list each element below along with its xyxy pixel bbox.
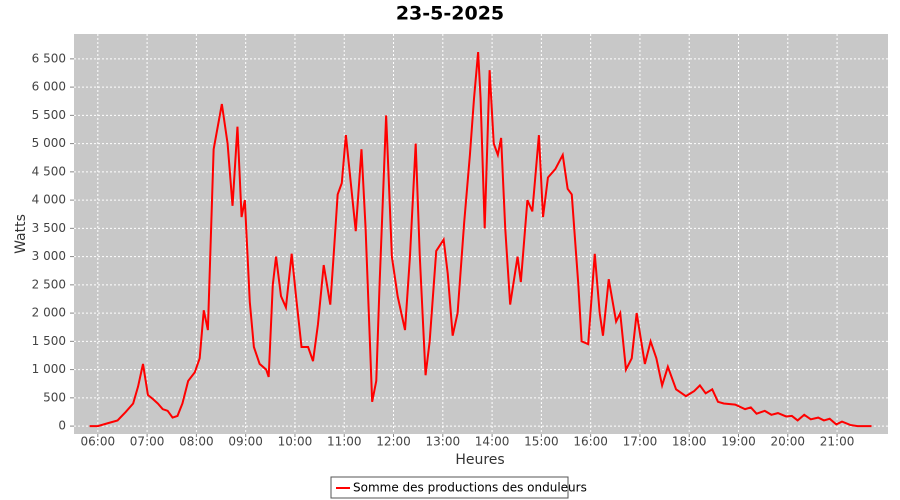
y-tick-label: 6 000 [32,80,66,94]
x-tick-label: 21:00 [820,435,855,449]
y-tick-label: 4 500 [32,164,66,178]
y-tick-label: 500 [43,390,66,404]
x-tick-label: 19:00 [721,435,756,449]
y-tick-label: 6 500 [32,51,66,65]
x-tick-label: 17:00 [623,435,658,449]
x-tick-label: 12:00 [376,435,411,449]
y-tick-label: 3 000 [32,249,66,263]
y-tick-label: 2 000 [32,306,66,320]
y-tick-label: 5 000 [32,136,66,150]
x-axis-label: Heures [455,452,504,468]
legend-label: Somme des productions des onduleurs [353,481,587,495]
y-tick-label: 0 [58,419,66,433]
x-tick-label: 15:00 [524,435,559,449]
x-tick-label: 14:00 [475,435,510,449]
x-tick-label: 08:00 [179,435,214,449]
y-tick-label: 1 000 [32,362,66,376]
x-tick-label: 07:00 [130,435,165,449]
y-tick-label: 2 500 [32,277,66,291]
y-axis-label: Watts [13,214,29,254]
series-line [89,51,872,428]
chart-title: 23-5-2025 [396,3,504,25]
x-tick-label: 06:00 [81,435,116,449]
x-tick-label: 13:00 [426,435,461,449]
y-tick-label: 1 500 [32,334,66,348]
x-tick-label: 10:00 [278,435,313,449]
x-tick-label: 18:00 [672,435,707,449]
x-tick-label: 11:00 [327,435,362,449]
y-tick-label: 4 000 [32,193,66,207]
y-tick-label: 5 500 [32,108,66,122]
legend-box [330,476,569,499]
x-tick-label: 09:00 [228,435,263,449]
y-tick-label: 3 500 [32,221,66,235]
x-tick-label: 16:00 [573,435,608,449]
x-tick-label: 20:00 [770,435,805,449]
